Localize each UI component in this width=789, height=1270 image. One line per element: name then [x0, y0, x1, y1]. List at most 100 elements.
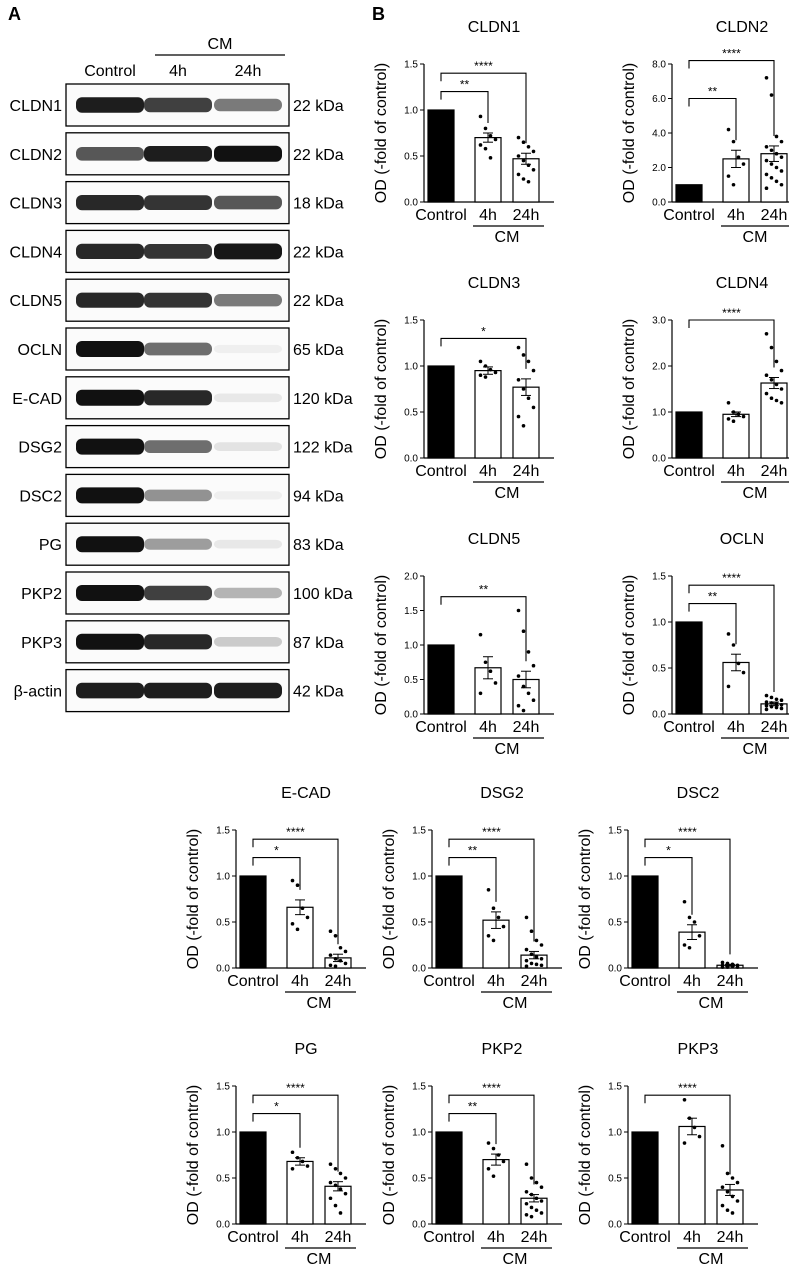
data-point-pkp2-24h-1 — [529, 1176, 534, 1180]
bar-chart-panels: CLDN1 0.0 0.5 1.0 1.5 OD (-fold of control) Co… — [185, 19, 789, 1268]
data-point-pkp3-4h-3 — [697, 1134, 702, 1139]
data-point-cldn2-4h-1 — [731, 139, 736, 144]
sig-label-cldn4-0: **** — [722, 306, 741, 320]
blot-band-cldn1-control — [76, 97, 144, 113]
blot-protein-label-e-cad: E-CAD — [12, 391, 62, 408]
sig-label-e-cad-0: * — [274, 844, 279, 858]
data-point-pg-24h-2 — [338, 1171, 343, 1176]
data-point-cldn2-24h-0 — [764, 76, 769, 80]
data-point-e-cad-4h-2 — [300, 906, 305, 910]
data-point-cldn1-24h-0 — [516, 135, 521, 140]
x-tick-label-cldn2-4h: 4h — [727, 207, 745, 224]
data-point-cldn5-24h-0 — [516, 608, 521, 613]
x-tick-label-pkp3-24h: 24h — [717, 1229, 744, 1246]
data-point-dsc2-4h-2 — [692, 920, 697, 924]
y-tick-label-pkp2-1: 0.5 — [412, 1174, 426, 1185]
y-tick-label-cldn5-1: 0.5 — [404, 675, 418, 686]
chart-ocln: OCLN 0.0 0.5 1.0 1.5 OD (-fold of control) Con… — [621, 531, 789, 758]
y-tick-label-dsg2-2: 1.0 — [412, 872, 426, 883]
data-point-cldn5-4h-0 — [478, 632, 483, 637]
chart-title-pg: PG — [294, 1041, 317, 1058]
blot-band-pkp2-24h — [214, 587, 282, 599]
data-point-dsc2-4h-4 — [682, 943, 687, 947]
blot-band-cldn1-4h — [144, 97, 212, 113]
sig-bracket-dsc2-0 — [644, 857, 693, 915]
cm-label-pg: CM — [307, 1251, 332, 1268]
data-point-cldn1-24h-9 — [521, 177, 526, 181]
data-point-dsg2-24h-4 — [524, 947, 529, 952]
data-point-cldn2-24h-12 — [764, 172, 769, 177]
blot-protein-label-cldn5: CLDN5 — [10, 293, 63, 310]
data-point-dsg2-24h-11 — [539, 963, 544, 968]
panel-label-a: A — [8, 4, 21, 24]
x-tick-label-dsg2-24h: 24h — [521, 973, 548, 990]
data-point-cldn1-24h-1 — [521, 140, 526, 144]
y-tick-label-ocln-1: 0.5 — [652, 664, 666, 675]
sig-label-cldn5-0: ** — [479, 583, 489, 597]
data-point-pg-24h-6 — [338, 1187, 343, 1191]
panel-label-b: B — [372, 4, 385, 24]
x-tick-label-cldn5-control: Control — [415, 719, 467, 736]
data-point-ocln-24h-2 — [774, 697, 779, 702]
x-tick-label-ocln-4h: 4h — [727, 719, 745, 736]
data-point-cldn3-24h-9 — [521, 424, 526, 428]
data-point-cldn1-24h-2 — [526, 145, 531, 149]
chart-title-cldn2: CLDN2 — [716, 19, 769, 36]
data-point-cldn2-4h-3 — [741, 162, 746, 166]
data-point-cldn3-24h-6 — [526, 396, 531, 401]
data-point-dsg2-24h-5 — [529, 952, 534, 956]
y-tick-label-pkp2-3: 1.5 — [412, 1082, 426, 1093]
blot-band-pkp3-24h — [214, 637, 282, 647]
blot-size-label-cldn1: 22 kDa — [293, 98, 344, 115]
cm-label-cldn3: CM — [495, 485, 520, 502]
y-tick-label-dsg2-1: 0.5 — [412, 918, 426, 929]
data-point-dsg2-4h-5 — [491, 938, 496, 943]
blot-band-actin-24h — [214, 682, 282, 699]
data-point-cldn5-24h-8 — [516, 703, 521, 708]
data-point-dsc2-4h-3 — [697, 934, 702, 938]
bar-dsc2-control — [631, 875, 659, 969]
data-point-cldn2-24h-7 — [779, 155, 784, 159]
data-point-pkp3-24h-8 — [720, 1203, 725, 1208]
data-point-cldn5-24h-9 — [521, 708, 526, 713]
blot-size-label-dsg2: 122 kDa — [293, 440, 353, 457]
data-point-pkp2-24h-8 — [524, 1201, 529, 1206]
sig-label-cldn1-1: **** — [474, 59, 493, 73]
bar-pg-control — [239, 1131, 267, 1225]
data-point-cldn3-4h-1 — [483, 364, 488, 368]
y-tick-label-cldn4-1: 1.0 — [652, 408, 666, 419]
data-point-cldn3-4h-0 — [478, 359, 483, 364]
blot-size-label-pg: 83 kDa — [293, 537, 344, 554]
data-point-cldn1-4h-6 — [488, 156, 493, 160]
chart-title-e-cad: E-CAD — [281, 785, 331, 802]
data-point-cldn3-4h-5 — [483, 375, 488, 379]
bar-pg-24h — [324, 1185, 352, 1225]
blot-band-pg-control — [76, 536, 144, 553]
y-tick-label-pkp2-2: 1.0 — [412, 1128, 426, 1139]
bar-cldn4-control — [675, 411, 703, 459]
blot-size-label-cldn2: 22 kDa — [293, 147, 344, 164]
sig-label-pg-0: * — [274, 1100, 279, 1114]
bar-cldn1-4h — [474, 137, 502, 203]
data-point-cldn1-4h-3 — [493, 137, 498, 142]
data-point-pg-24h-9 — [333, 1203, 338, 1208]
blot-band-pkp2-control — [76, 585, 144, 601]
data-point-e-cad-24h-0 — [328, 929, 333, 933]
data-point-e-cad-24h-6 — [338, 958, 343, 963]
data-point-dsc2-24h-0 — [720, 960, 725, 965]
chart-title-pkp3: PKP3 — [678, 1041, 719, 1058]
chart-cldn4: CLDN4 0.0 1.0 2.0 3.0 OD (-fold of control) Co… — [621, 275, 789, 502]
data-point-pkp2-24h-11 — [539, 1211, 544, 1215]
sig-bracket-cldn4-0 — [688, 319, 775, 368]
data-point-ocln-24h-11 — [779, 706, 784, 711]
y-tick-label-cldn4-3: 3.0 — [652, 316, 666, 327]
blot-band-pg-4h — [144, 538, 212, 550]
data-point-cldn2-24h-14 — [774, 179, 779, 184]
cm-label-pkp3: CM — [699, 1251, 724, 1268]
data-point-pkp3-24h-4 — [720, 1185, 725, 1189]
data-point-pg-24h-3 — [343, 1176, 348, 1180]
data-point-e-cad-24h-2 — [338, 945, 343, 950]
y-tick-label-cldn2-4: 8.0 — [652, 60, 666, 71]
sig-bracket-dsg2-1 — [448, 838, 535, 942]
bar-e-cad-4h — [286, 906, 314, 969]
